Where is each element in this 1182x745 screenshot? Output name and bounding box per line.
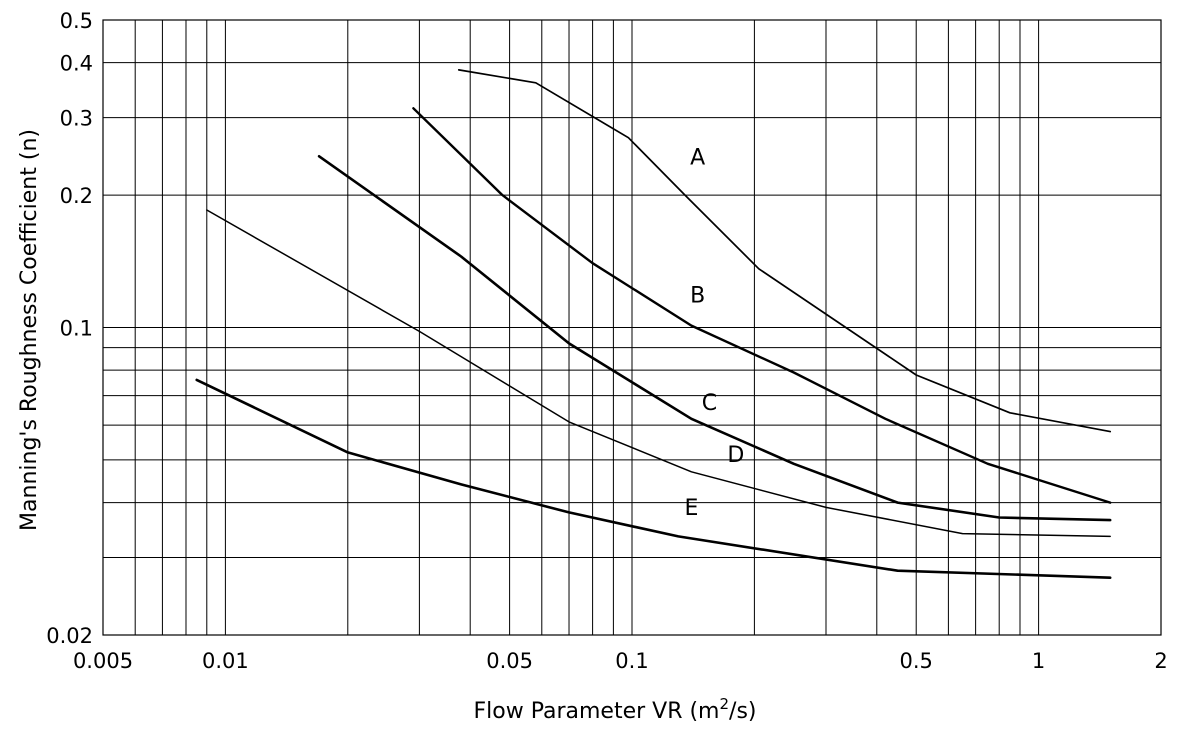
x-tick-label: 1 [1032, 649, 1045, 673]
plot-frame [102, 19, 1162, 636]
x-axis-label-suffix: /s) [729, 699, 756, 724]
x-tick-label: 0.1 [615, 649, 648, 673]
x-tick-label: 0.01 [202, 649, 249, 673]
y-tick-label: 0.4 [60, 52, 93, 76]
curve-label-c: C [702, 391, 717, 416]
y-axis-label: Manning's Roughness Coefficient (n) [17, 129, 42, 531]
tick-labels: 0.005 0.01 0.05 0.1 0.5 1 2 0.02 0.1 0.2 0.3 0.4 0.5 [46, 9, 1167, 673]
y-tick-label: 0.1 [60, 317, 93, 341]
y-tick-label: 0.02 [46, 624, 93, 648]
x-axis-label-superscript: 2 [720, 695, 730, 713]
series-line-a [457, 69, 1112, 433]
series-line-d [206, 209, 1111, 538]
grid-lines [103, 20, 1161, 635]
x-tick-label: 0.5 [899, 649, 932, 673]
series-line-c [317, 155, 1112, 522]
series-line-e [195, 378, 1112, 580]
x-tick-label: 0.05 [486, 649, 533, 673]
x-axis-label-main: Flow Parameter VR (m [473, 699, 719, 724]
curve-label-b: B [690, 283, 705, 308]
x-tick-label: 2 [1154, 649, 1167, 673]
series-line-b [412, 107, 1112, 504]
x-axis-label: Flow Parameter VR (m2/s) [473, 695, 756, 724]
x-tick-label: 0.005 [73, 649, 133, 673]
y-tick-label: 0.5 [60, 9, 93, 33]
y-tick-label: 0.3 [60, 107, 93, 131]
y-tick-label: 0.2 [60, 184, 93, 208]
series-lines [195, 69, 1112, 580]
curve-label-e: E [684, 496, 698, 521]
curve-label-a: A [690, 145, 705, 170]
curve-labels: A B C D E [684, 145, 744, 521]
curve-label-d: D [727, 443, 744, 468]
